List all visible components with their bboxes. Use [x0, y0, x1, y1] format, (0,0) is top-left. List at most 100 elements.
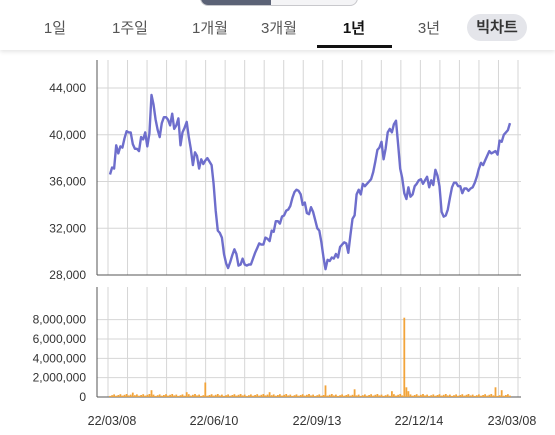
volume-bar [148, 394, 151, 397]
volume-bar [185, 392, 188, 397]
volume-bar [266, 394, 269, 397]
volume-bar [424, 395, 426, 397]
volume-bar [434, 395, 437, 397]
volume-bar [115, 395, 118, 397]
volume-bar [113, 394, 115, 397]
volume-bar [243, 394, 246, 397]
volume-bar [480, 395, 482, 397]
volume-bar [364, 394, 366, 397]
date-tick-label: 22/09/13 [293, 414, 342, 428]
volume-bar [258, 395, 261, 397]
volume-bar [291, 395, 294, 397]
volume-bar [401, 395, 404, 397]
volume-bar [160, 395, 163, 397]
tab-1-year[interactable]: 1년 [342, 20, 366, 37]
volume-bar [502, 395, 505, 397]
price-tick-label: 44,000 [49, 81, 86, 95]
volume-bar [347, 394, 350, 397]
volume-bar [351, 394, 354, 397]
volume-bar [150, 390, 153, 397]
volume-bar [403, 317, 406, 397]
volume-bar [169, 394, 171, 397]
volume-bar [252, 395, 254, 397]
tab-3-months[interactable]: 3개월 [261, 20, 297, 37]
volume-bar [397, 394, 399, 397]
tab-1-day[interactable]: 1일 [43, 20, 67, 37]
volume-bar [455, 394, 457, 397]
price-tick-label: 40,000 [49, 128, 86, 142]
volume-bar [140, 395, 142, 397]
volume-bar [218, 395, 221, 397]
volume-tick-label: 0 [79, 390, 86, 404]
volume-bar [438, 394, 441, 397]
volume-bar [231, 395, 234, 397]
volume-bar [366, 395, 368, 397]
volume-bar [297, 395, 300, 397]
volume-bar [382, 395, 385, 397]
volume-bar [200, 395, 203, 397]
volume-bar [505, 395, 507, 397]
volume-bar [496, 395, 499, 397]
tab-1-week[interactable]: 1주일 [112, 20, 148, 37]
volume-bar [469, 395, 472, 397]
volume-bar [214, 394, 217, 397]
date-tick-label: 23/03/08 [488, 414, 537, 428]
tab-1-month[interactable]: 1개월 [192, 20, 228, 37]
volume-bar [235, 395, 238, 397]
volume-bar [405, 387, 408, 397]
volume-bar [461, 394, 464, 397]
volume-bar [384, 395, 387, 397]
volume-bar [357, 394, 360, 397]
volume-bar [264, 395, 267, 397]
volume-bar [301, 394, 304, 397]
volume-bar [478, 394, 480, 397]
volume-bar [471, 394, 474, 397]
volume-bar [202, 395, 205, 397]
volume-bar [330, 394, 333, 397]
volume-bar [262, 394, 265, 397]
volume-bar [488, 394, 491, 397]
volume-bar [430, 395, 433, 397]
volume-bar [372, 395, 375, 397]
volume-bar [281, 395, 283, 397]
volume-bar [339, 395, 341, 397]
volume-bar [142, 394, 145, 397]
volume-bar [407, 391, 410, 397]
volume-bar [320, 395, 323, 397]
volume-bar [337, 395, 339, 397]
volume-bar [420, 394, 422, 397]
volume-bar [204, 382, 207, 397]
volume-bar [283, 394, 285, 397]
volume-bar [411, 395, 414, 397]
volume-bar [212, 395, 215, 397]
price-tick-label: 32,000 [49, 221, 86, 235]
volume-bar [442, 394, 445, 397]
volume-bar [279, 394, 281, 397]
volume-bar [136, 394, 138, 397]
date-tick-label: 22/12/14 [395, 414, 444, 428]
price-line [108, 93, 512, 271]
volume-bar [248, 395, 250, 397]
volume-bar [129, 394, 132, 397]
volume-bar [492, 395, 495, 397]
volume-bar [208, 395, 211, 397]
volume-bar [187, 394, 190, 397]
tab-3-years[interactable]: 3년 [417, 20, 441, 37]
volume-bar [154, 395, 157, 397]
volume-bar [498, 395, 501, 397]
volume-bar [229, 395, 232, 397]
volume-bar [233, 394, 236, 397]
volume-bar [399, 394, 402, 397]
volume-bar [216, 394, 219, 397]
volume-bar [293, 395, 296, 397]
volume-bar [223, 395, 225, 397]
volume-bar [393, 394, 395, 397]
volume-bar [328, 394, 331, 397]
volume-bar [484, 394, 486, 397]
volume-bar [353, 389, 356, 397]
volume-bar [256, 394, 259, 397]
volume-bar [179, 395, 182, 397]
volume-bar [158, 394, 161, 397]
big-chart-button[interactable]: 빅차트 [467, 14, 527, 41]
volume-bar [250, 394, 252, 397]
